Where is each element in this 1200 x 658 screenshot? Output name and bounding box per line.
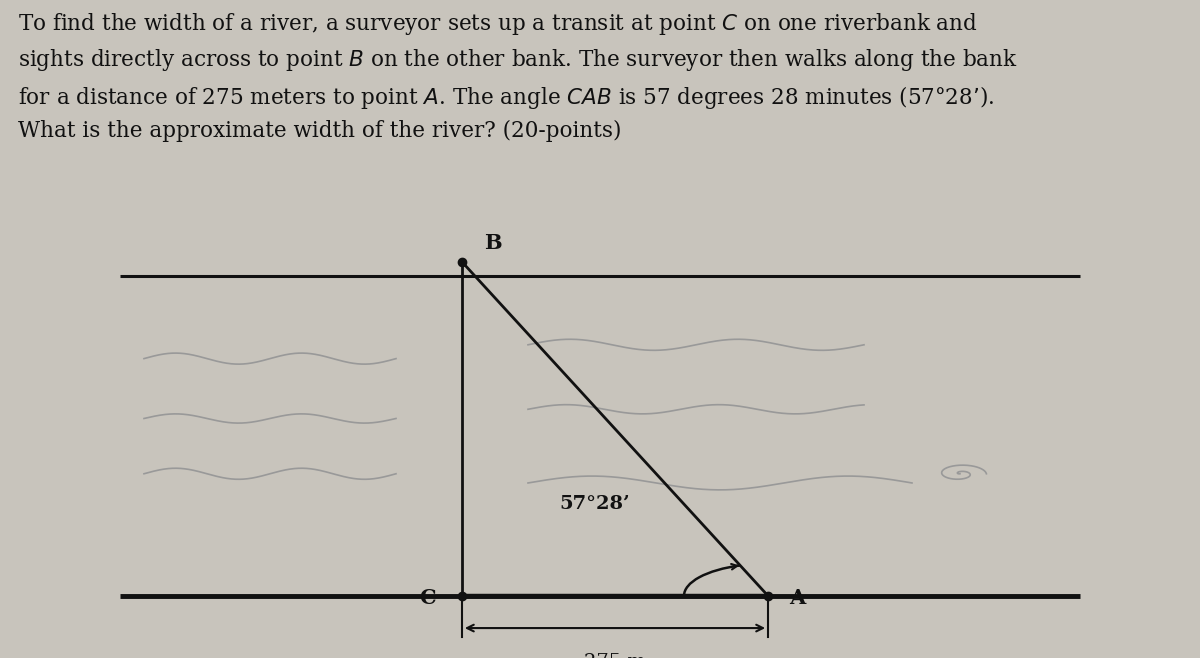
Text: B: B [484,233,502,253]
Text: To find the width of a river, a surveyor sets up a transit at point $C$ on one r: To find the width of a river, a surveyor… [18,11,1018,143]
Text: C: C [419,588,436,608]
Text: 275 m: 275 m [584,653,646,658]
Text: 57°28’: 57°28’ [559,495,630,513]
Text: A: A [790,588,806,608]
Bar [120,276,1080,596]
